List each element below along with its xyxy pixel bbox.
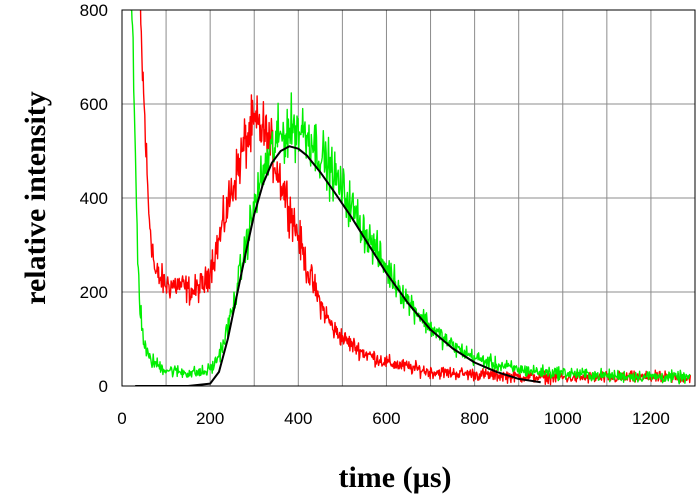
x-tick-label: 0 [117,409,126,428]
x-tick-label: 1200 [632,409,670,428]
grid [122,10,695,386]
y-tick-label: 400 [80,189,108,208]
ticks: 0 200 400 600 800 1000 1200 0 200 400 600 800 [80,1,670,428]
y-axis-label: relative intensity [19,91,52,305]
series-line-2 [130,10,691,385]
y-tick-label: 200 [80,283,108,302]
series-layer [130,10,691,386]
y-tick-label: 0 [99,377,108,396]
y-tick-label: 800 [80,1,108,20]
x-tick-label: 600 [372,409,400,428]
x-tick-label: 800 [460,409,488,428]
x-tick-label: 1000 [544,409,582,428]
x-tick-label: 400 [284,409,312,428]
series-line-3 [135,145,541,386]
x-tick-label: 200 [196,409,224,428]
y-tick-label: 600 [80,95,108,114]
x-axis-label: time (µs) [338,461,451,494]
series-line-1 [139,10,691,386]
plot-frame [121,9,696,387]
